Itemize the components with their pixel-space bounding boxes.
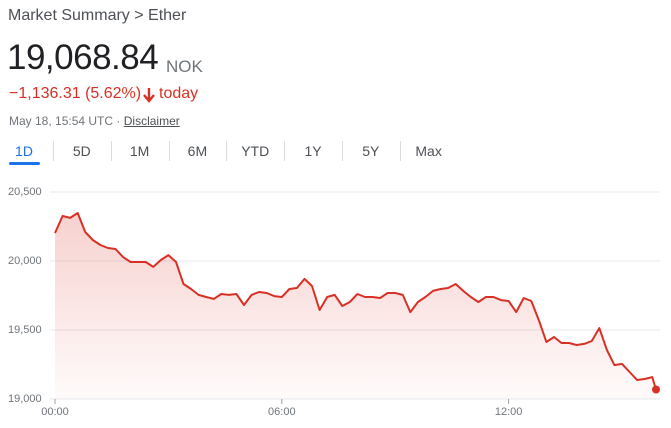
tab-separator [342,141,343,161]
x-tick-label: 06:00 [268,406,296,418]
timestamp: May 18, 15:54 UTC [9,114,114,128]
tab-separator [399,141,401,161]
down-arrow [143,88,155,103]
range-tab[interactable]: YTD [241,143,270,159]
separator: · [116,114,121,128]
x-tick-label: 12:00 [495,406,523,418]
area-fill [55,213,656,399]
range-tab[interactable]: 5D [72,143,91,159]
period: today [159,85,199,102]
disclaimer-link[interactable]: Disclaimer [123,114,180,128]
currency: NOK [166,57,203,76]
x-tick-label: 00:00 [41,406,69,418]
tab-separator [168,141,170,161]
range-tab[interactable]: 1Y [304,143,322,159]
price-change: −1,136.31 (5.62%) [9,85,142,102]
price: 19,068.84 [7,38,159,77]
y-tick-label: 19,000 [8,393,42,405]
range-tab[interactable]: 5Y [362,143,380,159]
price-line [54,212,657,390]
tab-separator [226,141,228,161]
y-tick-label: 20,000 [8,255,42,267]
y-tick-label: 19,500 [8,324,42,336]
range-tab[interactable]: 1D [15,143,33,159]
range-tab[interactable]: 6M [187,143,208,159]
range-tab[interactable]: 1M [129,143,150,159]
range-tab[interactable]: Max [415,143,442,159]
last-point [652,385,661,394]
y-tick-label: 20,500 [8,186,42,198]
tab-separator [284,141,286,161]
tab-separator [110,141,112,161]
meta: May 18, 15:54 UTC · Disclaimer [9,114,180,128]
tab-separator [53,141,54,161]
breadcrumb: Market Summary > Ether [8,7,187,24]
selected-indicator [9,162,40,165]
